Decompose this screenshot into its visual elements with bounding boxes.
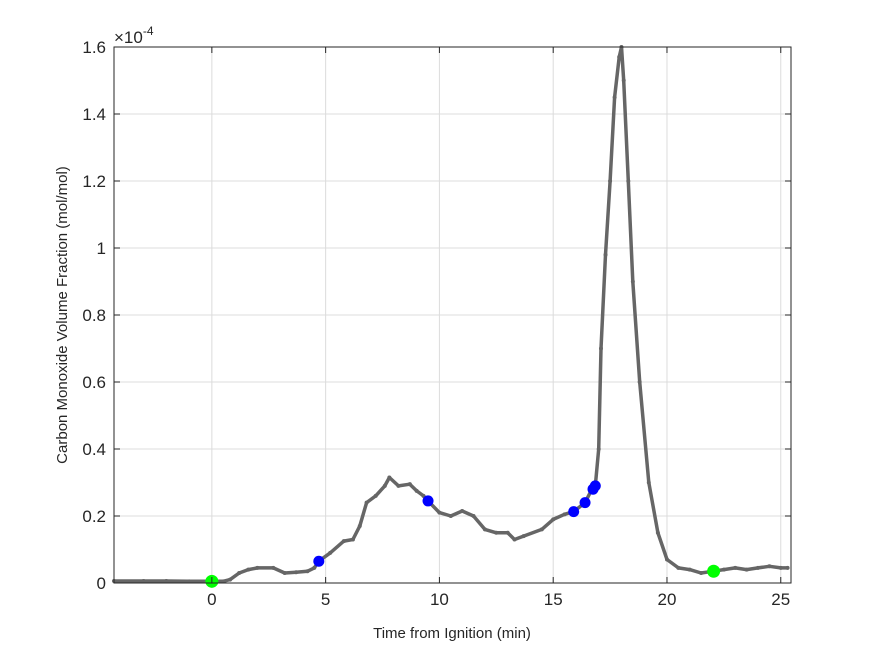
data-point <box>646 480 651 485</box>
data-point <box>357 524 362 529</box>
data-point <box>608 179 613 183</box>
data-point <box>778 565 783 570</box>
blue-marker <box>589 480 601 492</box>
data-point <box>305 569 310 574</box>
data-point <box>733 565 738 570</box>
y-tick-label: 1.2 <box>82 172 106 191</box>
data-point <box>437 510 442 515</box>
green-marker <box>707 564 721 578</box>
blue-marker <box>568 506 580 518</box>
blue-marker <box>579 497 591 509</box>
data-point <box>141 578 146 583</box>
ticks: 0 5 10 15 20 25 0 0.2 0.4 0.6 0.8 1 1.2 1.4 1.6 <box>82 38 791 609</box>
data-point <box>664 557 669 562</box>
y-tick-label: 1.6 <box>82 38 106 57</box>
y-tick-label: 1 <box>97 239 106 258</box>
data-point <box>539 527 544 532</box>
data-point <box>246 567 251 572</box>
x-tick-label: 0 <box>207 590 216 609</box>
data-point <box>271 565 276 570</box>
y-tick-label: 0.6 <box>82 373 106 392</box>
blue-marker <box>313 555 325 567</box>
data-point <box>328 550 333 555</box>
data-point <box>612 95 617 100</box>
data-point <box>767 564 772 569</box>
data-point <box>551 517 556 522</box>
data-point <box>414 488 419 493</box>
x-tick-label: 25 <box>771 590 790 609</box>
data-point <box>471 514 476 518</box>
data-point <box>294 570 299 575</box>
data-point <box>350 537 355 542</box>
data-point <box>387 475 392 480</box>
data-point <box>255 565 260 570</box>
data-point <box>512 537 517 542</box>
y-axis-label: Carbon Monoxide Volume Fraction (mol/mol… <box>54 166 71 464</box>
data-point <box>676 565 681 570</box>
data-point <box>785 565 790 570</box>
y-tick-label: 0.4 <box>82 440 106 459</box>
data-point <box>407 482 412 487</box>
data-point <box>221 579 226 584</box>
data-point <box>505 530 510 535</box>
data-point <box>562 512 567 517</box>
y-tick-label: 0.8 <box>82 306 106 325</box>
y-exponent-label: ×10-4 <box>114 24 154 47</box>
y-tick-label: 1.4 <box>82 105 106 124</box>
x-tick-label: 10 <box>430 590 449 609</box>
data-point <box>341 539 346 544</box>
data-point <box>699 570 704 575</box>
blue-marker <box>422 495 434 507</box>
x-axis-label: Time from Ignition (min) <box>373 625 531 642</box>
data-point <box>744 567 749 572</box>
x-tick-label: 20 <box>658 590 677 609</box>
data-point <box>598 346 603 351</box>
data-point <box>228 577 233 582</box>
data-point <box>164 578 169 583</box>
data-point <box>655 530 660 535</box>
data-point <box>237 570 242 575</box>
data-point <box>373 493 378 498</box>
data-point <box>756 565 761 570</box>
data-point <box>282 570 287 575</box>
data-point <box>630 279 635 284</box>
x-tick-label: 15 <box>544 590 563 609</box>
data-point <box>494 530 499 535</box>
data-point <box>637 380 642 384</box>
data-point <box>687 567 692 572</box>
data-point <box>596 447 601 451</box>
data-point <box>521 534 526 539</box>
highlight-points <box>205 480 721 588</box>
data-point <box>617 55 622 60</box>
data-point <box>396 483 401 488</box>
data-point <box>312 565 317 570</box>
data-point <box>187 579 192 584</box>
data-point <box>621 78 626 83</box>
data-point <box>364 500 369 505</box>
data-point <box>460 508 465 513</box>
x-tick-label: 5 <box>321 590 330 609</box>
data-point <box>382 483 387 488</box>
y-tick-label: 0 <box>97 574 106 593</box>
co-fraction-line <box>112 45 790 584</box>
y-tick-label: 0.2 <box>82 507 106 526</box>
grid <box>114 46 791 584</box>
data-point <box>603 252 608 257</box>
data-point <box>721 567 726 572</box>
data-point <box>448 514 453 518</box>
data-point <box>626 179 631 183</box>
data-point <box>482 527 487 532</box>
